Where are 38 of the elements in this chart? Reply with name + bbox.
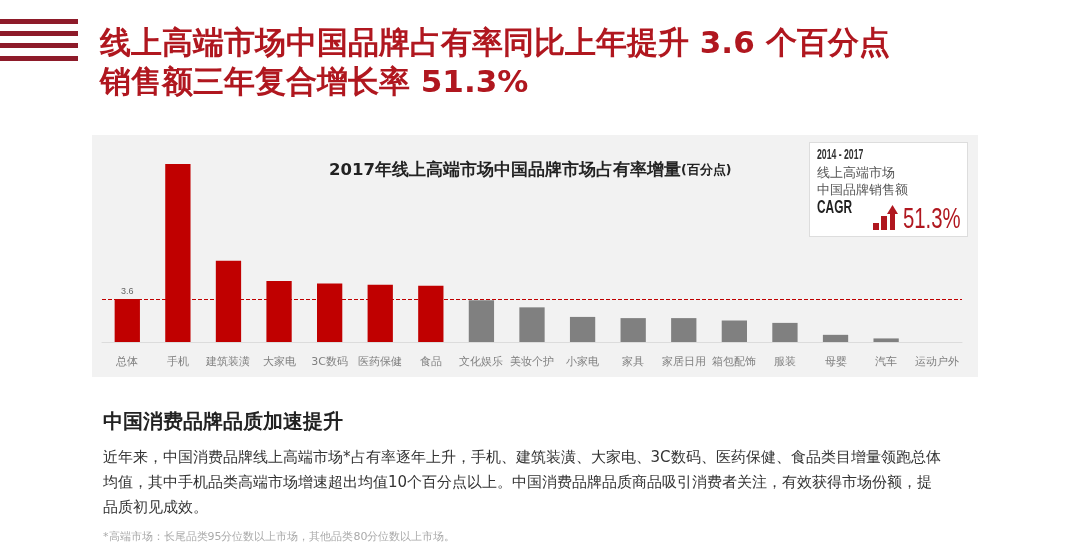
x-tick-label: 大家电 (262, 355, 296, 368)
x-tick-label: 美妆个护 (510, 355, 554, 368)
x-tick-label: 家具 (622, 355, 645, 368)
bar (671, 318, 697, 342)
x-tick-label: 运动户外 (914, 355, 959, 368)
x-tick-label: 家居日用 (661, 355, 706, 368)
annotation: CAGR (817, 197, 852, 218)
x-tick-label: 总体 (115, 355, 139, 368)
bar (569, 316, 596, 342)
bar (519, 307, 545, 342)
text: 近年来，中国消费品牌线上高端市场*占有率逐年上升，手机、建筑装潢、大家电、3C数码、医药保健、食品类目增量领跑总体均值，其中手机品类高端市场增速超出均值10个百分点以上。中国消费品牌品质商品吸引消费者关注，有效获得市场份额，提品质初见成效。 (103, 447, 942, 518)
x-tick-label: 汽车 (875, 355, 898, 368)
x-tick-label: 服装 (773, 355, 796, 368)
annotation: 51.3% (903, 202, 961, 235)
bar (772, 322, 798, 342)
bar (468, 300, 495, 342)
chart-title: 2017年线上高端市场中国品牌市场占有率增量(百分点) (329, 160, 732, 179)
text: 线上高端市场中国品牌占有率同比上年提升 3.6 个百分点 (100, 23, 890, 62)
text: *高端市场：长尾品类95分位数以上市场，其他品类80分位数以上市场。 (103, 529, 456, 544)
x-tick-label: 食品 (419, 355, 442, 368)
annotation: 中国品牌销售额 (817, 181, 908, 199)
bar (873, 338, 899, 342)
x-tick-label: 箱包配饰 (712, 355, 757, 368)
bar (822, 334, 849, 342)
annotation: 线上高端市场 (817, 164, 895, 182)
x-tick-label: 文化娱乐 (459, 355, 504, 368)
x-tick-label: 医药保健 (358, 355, 403, 368)
x-tick-label: 3C数码 (311, 355, 348, 368)
text: 销售额三年复合增长率 51.3% (100, 62, 529, 101)
bar (721, 320, 747, 342)
text: 中国消费品牌品质加速提升 (103, 408, 343, 435)
text: 2014 - 2017 (817, 146, 864, 162)
x-tick-label: 小家电 (566, 355, 600, 368)
x-tick-label: 母婴 (824, 355, 847, 368)
x-tick-label: 建筑装潢 (205, 355, 251, 368)
data-label: 3.6 (121, 286, 134, 297)
bar (620, 318, 646, 342)
x-tick-label: 手机 (166, 355, 189, 368)
